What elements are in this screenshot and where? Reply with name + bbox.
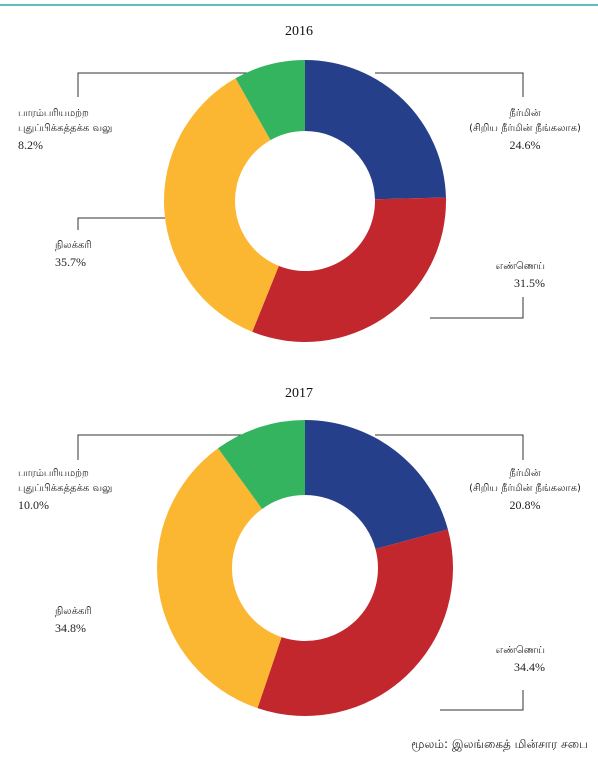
slice-label: நிலக்கரி bbox=[55, 240, 92, 251]
chart-title: 2016 bbox=[285, 24, 313, 39]
donut-slice bbox=[252, 197, 446, 342]
value-label: 35.7% bbox=[55, 255, 86, 269]
value-label: 34.8% bbox=[55, 621, 86, 635]
leader-line bbox=[77, 72, 260, 97]
slice-label: எண்ணெய் bbox=[495, 261, 545, 272]
value-label: 34.4% bbox=[514, 660, 545, 674]
donut-slice bbox=[218, 420, 305, 509]
slice-label: பாரம்பரியமற்ற புதுப்பிக்கத்தக்க வலு bbox=[18, 468, 113, 494]
slice-label: நிலக்கரி bbox=[55, 606, 92, 617]
donut-slice bbox=[305, 419, 448, 549]
donut-slice bbox=[257, 529, 454, 716]
leader-line bbox=[375, 434, 524, 460]
donut-slice bbox=[305, 60, 446, 200]
slice-label: பாரம்பரியமற்ற புதுப்பிக்கத்தக்க வலு bbox=[18, 108, 113, 134]
value-label: 20.8% bbox=[509, 498, 541, 512]
leader-line bbox=[375, 72, 524, 97]
chart-title: 2017 bbox=[285, 386, 313, 401]
value-label: 8.2% bbox=[18, 138, 43, 152]
value-label: 31.5% bbox=[514, 276, 545, 290]
donut-slice bbox=[157, 448, 282, 709]
leader-line bbox=[440, 690, 524, 711]
slice-label: நீர்மின் (சிறிய நீர்மின் நீங்கலாக) bbox=[469, 108, 581, 134]
slice-label: நீர்மின் (சிறிய நீர்மின் நீங்கலாக) bbox=[469, 468, 581, 494]
value-label: 10.0% bbox=[18, 498, 49, 512]
slice-label: எண்ணெய் bbox=[495, 645, 545, 656]
leader-line bbox=[430, 297, 524, 319]
leader-line bbox=[77, 434, 250, 460]
donut-slice bbox=[164, 78, 279, 332]
source-note: மூலம்: இலங்கைத் மின்சார சபை bbox=[411, 737, 588, 751]
value-label: 24.6% bbox=[509, 138, 541, 152]
donut-slice bbox=[235, 60, 305, 141]
leader-line bbox=[77, 217, 165, 230]
